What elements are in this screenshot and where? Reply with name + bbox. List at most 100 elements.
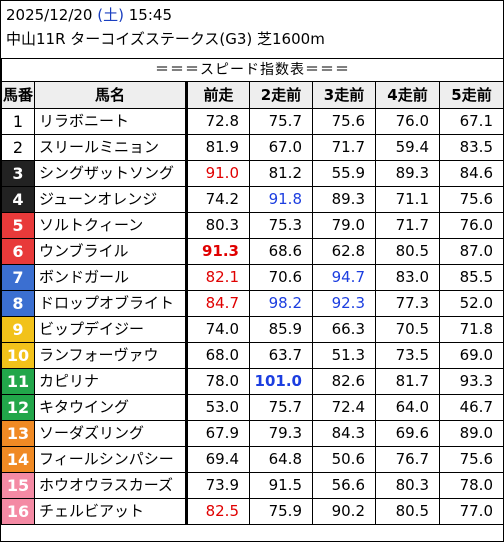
speed-index-last-race: 82.1 bbox=[185, 264, 250, 291]
speed-index-5-races-ago: 83.5 bbox=[439, 134, 504, 161]
speed-index-2-races-ago: 101.0 bbox=[249, 368, 313, 395]
speed-index-2-races-ago: 68.6 bbox=[249, 238, 313, 265]
col-header-last-race: 前走 bbox=[185, 81, 250, 109]
horse-number: 6 bbox=[1, 238, 35, 265]
horse-name: ホウオウラスカーズ bbox=[34, 472, 187, 499]
speed-index-2-races-ago: 75.7 bbox=[249, 394, 313, 421]
horse-row: 9 ビップデイジー 74.0 85.9 66.3 70.5 71.8 bbox=[1, 316, 504, 343]
speed-index-5-races-ago: 46.7 bbox=[439, 394, 504, 421]
speed-index-5-races-ago: 75.6 bbox=[439, 186, 504, 213]
speed-index-last-race: 91.0 bbox=[185, 160, 250, 187]
horse-name: キタウイング bbox=[34, 394, 187, 421]
speed-index-3-races-ago: 84.3 bbox=[312, 420, 376, 447]
horse-name: ビップデイジー bbox=[34, 316, 187, 343]
horse-name: ボンドガール bbox=[34, 264, 187, 291]
speed-index-4-races-ago: 77.3 bbox=[375, 290, 440, 317]
horse-row: 2 スリールミニョン 81.9 67.0 71.7 59.4 83.5 bbox=[1, 134, 504, 161]
speed-index-3-races-ago: 51.3 bbox=[312, 342, 376, 369]
speed-index-2-races-ago: 75.9 bbox=[249, 498, 313, 525]
speed-index-2-races-ago: 70.6 bbox=[249, 264, 313, 291]
speed-index-2-races-ago: 64.8 bbox=[249, 446, 313, 473]
horse-name: ドロップオブライト bbox=[34, 290, 187, 317]
speed-index-5-races-ago: 87.0 bbox=[439, 238, 504, 265]
table-banner-row: ＝＝＝スピード指数表＝＝＝ bbox=[1, 58, 504, 82]
speed-index-2-races-ago: 75.3 bbox=[249, 212, 313, 239]
speed-index-last-race: 81.9 bbox=[185, 134, 250, 161]
col-header-2-races-ago: 2走前 bbox=[249, 81, 313, 109]
speed-index-5-races-ago: 89.0 bbox=[439, 420, 504, 447]
horse-number: 14 bbox=[1, 446, 35, 473]
speed-index-5-races-ago: 69.0 bbox=[439, 342, 504, 369]
weekday-close: ) bbox=[118, 6, 124, 24]
speed-index-4-races-ago: 80.5 bbox=[375, 238, 440, 265]
horse-number: 15 bbox=[1, 472, 35, 499]
horse-name: フィールシンパシー bbox=[34, 446, 187, 473]
horse-row: 12 キタウイング 53.0 75.7 72.4 64.0 46.7 bbox=[1, 394, 504, 421]
speed-index-4-races-ago: 80.5 bbox=[375, 498, 440, 525]
horse-number: 16 bbox=[1, 498, 35, 525]
speed-index-3-races-ago: 62.8 bbox=[312, 238, 376, 265]
speed-index-5-races-ago: 84.6 bbox=[439, 160, 504, 187]
speed-index-3-races-ago: 82.6 bbox=[312, 368, 376, 395]
speed-index-last-race: 53.0 bbox=[185, 394, 250, 421]
horse-name: カピリナ bbox=[34, 368, 187, 395]
speed-index-2-races-ago: 75.7 bbox=[249, 108, 313, 135]
speed-index-3-races-ago: 55.9 bbox=[312, 160, 376, 187]
speed-index-4-races-ago: 71.7 bbox=[375, 212, 440, 239]
speed-index-last-race: 68.0 bbox=[185, 342, 250, 369]
speed-index-4-races-ago: 64.0 bbox=[375, 394, 440, 421]
speed-index-last-race: 72.8 bbox=[185, 108, 250, 135]
horse-name: ソーダズリング bbox=[34, 420, 187, 447]
horse-name: リラボニート bbox=[34, 108, 187, 135]
speed-index-3-races-ago: 75.6 bbox=[312, 108, 376, 135]
speed-index-4-races-ago: 70.5 bbox=[375, 316, 440, 343]
speed-index-table: ＝＝＝スピード指数表＝＝＝ 馬番 馬名 前走 2走前 3走前 4走前 5走前 1… bbox=[1, 58, 504, 525]
horse-number: 1 bbox=[1, 108, 35, 135]
horse-number: 12 bbox=[1, 394, 35, 421]
horse-row: 15 ホウオウラスカーズ 73.9 91.5 56.6 80.3 78.0 bbox=[1, 472, 504, 499]
speed-index-2-races-ago: 81.2 bbox=[249, 160, 313, 187]
horse-number: 8 bbox=[1, 290, 35, 317]
speed-index-last-race: 91.3 bbox=[185, 238, 250, 265]
speed-index-3-races-ago: 71.7 bbox=[312, 134, 376, 161]
horse-name: シングザットソング bbox=[34, 160, 187, 187]
speed-index-5-races-ago: 77.0 bbox=[439, 498, 504, 525]
speed-index-5-races-ago: 85.5 bbox=[439, 264, 504, 291]
speed-index-5-races-ago: 76.0 bbox=[439, 212, 504, 239]
speed-index-2-races-ago: 63.7 bbox=[249, 342, 313, 369]
datetime-line: 2025/12/20 (土) 15:45 bbox=[6, 5, 172, 25]
weekday-open: ( bbox=[97, 6, 104, 24]
horse-row: 11 カピリナ 78.0 101.0 82.6 81.7 93.3 bbox=[1, 368, 504, 395]
speed-index-2-races-ago: 91.5 bbox=[249, 472, 313, 499]
speed-index-3-races-ago: 94.7 bbox=[312, 264, 376, 291]
speed-index-3-races-ago: 72.4 bbox=[312, 394, 376, 421]
horse-number: 11 bbox=[1, 368, 35, 395]
speed-index-4-races-ago: 83.0 bbox=[375, 264, 440, 291]
speed-index-2-races-ago: 79.3 bbox=[249, 420, 313, 447]
speed-index-4-races-ago: 80.3 bbox=[375, 472, 440, 499]
horse-row: 6 ウンブライル 91.3 68.6 62.8 80.5 87.0 bbox=[1, 238, 504, 265]
horse-number: 3 bbox=[1, 160, 35, 187]
horse-number: 2 bbox=[1, 134, 35, 161]
speed-index-3-races-ago: 66.3 bbox=[312, 316, 376, 343]
horse-number: 7 bbox=[1, 264, 35, 291]
speed-index-last-race: 74.2 bbox=[185, 186, 250, 213]
column-header-row: 馬番 馬名 前走 2走前 3走前 4走前 5走前 bbox=[1, 81, 504, 109]
horse-row: 5 ソルトクィーン 80.3 75.3 79.0 71.7 76.0 bbox=[1, 212, 504, 239]
speed-index-3-races-ago: 92.3 bbox=[312, 290, 376, 317]
speed-index-4-races-ago: 73.5 bbox=[375, 342, 440, 369]
speed-index-5-races-ago: 78.0 bbox=[439, 472, 504, 499]
speed-index-5-races-ago: 52.0 bbox=[439, 290, 504, 317]
horse-name: ジューンオレンジ bbox=[34, 186, 187, 213]
horse-row: 7 ボンドガール 82.1 70.6 94.7 83.0 85.5 bbox=[1, 264, 504, 291]
speed-index-last-race: 67.9 bbox=[185, 420, 250, 447]
speed-index-4-races-ago: 89.3 bbox=[375, 160, 440, 187]
horse-number: 13 bbox=[1, 420, 35, 447]
speed-index-4-races-ago: 76.7 bbox=[375, 446, 440, 473]
speed-index-last-race: 74.0 bbox=[185, 316, 250, 343]
speed-index-2-races-ago: 91.8 bbox=[249, 186, 313, 213]
horse-row: 4 ジューンオレンジ 74.2 91.8 89.3 71.1 75.6 bbox=[1, 186, 504, 213]
horse-name: チェルビアット bbox=[34, 498, 187, 525]
speed-index-last-race: 73.9 bbox=[185, 472, 250, 499]
speed-index-3-races-ago: 90.2 bbox=[312, 498, 376, 525]
